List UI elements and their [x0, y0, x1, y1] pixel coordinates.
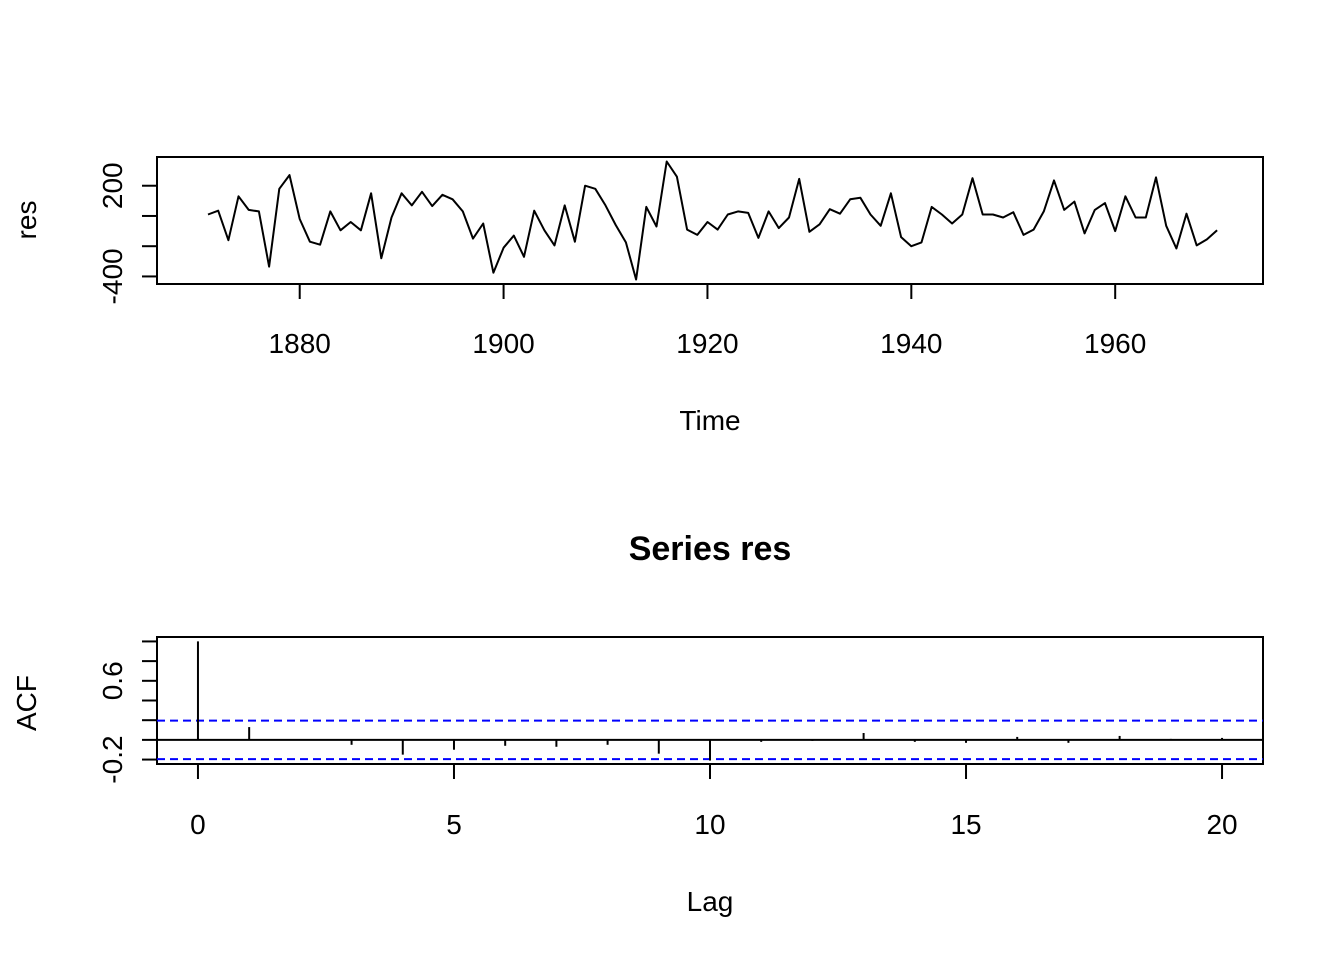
acf-data — [157, 641, 1263, 761]
time-series-x-axis-title: Time — [679, 405, 740, 436]
x-tick-label: 5 — [446, 809, 462, 840]
x-tick-label: 10 — [694, 809, 725, 840]
x-tick-label: 1900 — [472, 328, 534, 359]
time-series-data — [207, 160, 1218, 281]
acf-x-axis-title: Lag — [687, 886, 734, 917]
x-tick-label: 1960 — [1084, 328, 1146, 359]
x-tick-label: 1920 — [676, 328, 738, 359]
acf-title: Series res — [629, 530, 792, 568]
residual-time-series-panel: 1880 1900 1920 1940 1960 -400 200 Time res — [11, 156, 1264, 436]
time-series-y-axis: -400 200 — [97, 162, 158, 304]
y-tick-label: 0.6 — [97, 661, 128, 700]
acf-panel: Series res 0 5 10 15 20 -0.2 0.6 Lag ACF — [11, 530, 1264, 917]
acf-y-axis: -0.2 0.6 — [97, 640, 158, 784]
x-tick-label: 0 — [190, 809, 206, 840]
x-tick-label: 15 — [950, 809, 981, 840]
x-tick-label: 1940 — [880, 328, 942, 359]
acf-x-axis: 0 5 10 15 20 — [190, 763, 1238, 840]
time-series-plot-frame — [156, 156, 1264, 285]
time-series-x-axis: 1880 1900 1920 1940 1960 — [269, 283, 1146, 359]
time-series-y-axis-title: res — [11, 201, 42, 240]
residual-series-line — [207, 160, 1218, 281]
y-tick-label: -400 — [97, 248, 128, 304]
x-tick-label: 20 — [1206, 809, 1237, 840]
acf-y-axis-title: ACF — [11, 675, 42, 731]
x-tick-label: 1880 — [269, 328, 331, 359]
y-tick-label: -0.2 — [97, 735, 128, 783]
y-tick-label: 200 — [97, 162, 128, 209]
